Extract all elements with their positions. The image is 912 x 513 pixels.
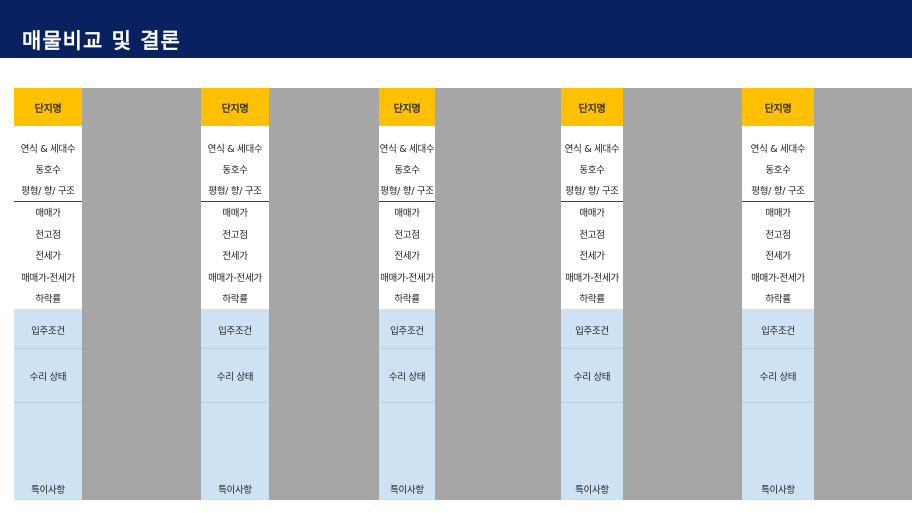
sale-minus-jeonse-label: 매매가-전세가 bbox=[379, 266, 435, 288]
jeonse-price-label: 전세가 bbox=[14, 244, 82, 266]
sale-price-label: 매매가 bbox=[561, 201, 623, 223]
area-direction-structure-label: 평형/ 향/ 구조 bbox=[379, 180, 435, 202]
label-column: 단지명 연식 & 세대수 동호수 평형/ 향/ 구조 매매가 전고점 전세가 매… bbox=[561, 88, 623, 500]
sale-price-label: 매매가 bbox=[379, 201, 435, 223]
spacer bbox=[742, 126, 814, 137]
year-units-label: 연식 & 세대수 bbox=[742, 137, 814, 159]
special-notes-label: 특이사항 bbox=[201, 403, 269, 500]
move-in-conditions-label: 입주조건 bbox=[14, 311, 82, 349]
previous-high-label: 전고점 bbox=[14, 223, 82, 245]
building-unit-label: 동호수 bbox=[201, 158, 269, 180]
spacer bbox=[742, 309, 814, 311]
label-column: 단지명 연식 & 세대수 동호수 평형/ 향/ 구조 매매가 전고점 전세가 매… bbox=[379, 88, 435, 500]
sale-minus-jeonse-label: 매매가-전세가 bbox=[561, 266, 623, 288]
area-direction-structure-label: 평형/ 향/ 구조 bbox=[561, 180, 623, 202]
value-column[interactable] bbox=[269, 88, 379, 500]
year-units-label: 연식 & 세대수 bbox=[379, 137, 435, 159]
label-column: 단지명 연식 & 세대수 동호수 평형/ 향/ 구조 매매가 전고점 전세가 매… bbox=[742, 88, 814, 500]
slide-header: 매물비교 및 결론 bbox=[0, 0, 912, 58]
value-column[interactable] bbox=[435, 88, 561, 500]
spacer bbox=[14, 309, 82, 311]
spacer bbox=[201, 309, 269, 311]
move-in-conditions-label: 입주조건 bbox=[742, 311, 814, 349]
previous-high-label: 전고점 bbox=[561, 223, 623, 245]
jeonse-price-label: 전세가 bbox=[742, 244, 814, 266]
complex-name-label: 단지명 bbox=[561, 88, 623, 126]
spacer bbox=[379, 309, 435, 311]
complex-name-label: 단지명 bbox=[14, 88, 82, 126]
decline-rate-label: 하락률 bbox=[14, 287, 82, 309]
special-notes-label: 특이사항 bbox=[379, 403, 435, 500]
decline-rate-label: 하락률 bbox=[742, 287, 814, 309]
decline-rate-label: 하락률 bbox=[379, 287, 435, 309]
sale-minus-jeonse-label: 매매가-전세가 bbox=[14, 266, 82, 288]
spacer bbox=[201, 126, 269, 137]
decline-rate-label: 하락률 bbox=[561, 287, 623, 309]
spacer bbox=[14, 126, 82, 137]
decline-rate-label: 하락률 bbox=[201, 287, 269, 309]
year-units-label: 연식 & 세대수 bbox=[201, 137, 269, 159]
sale-minus-jeonse-label: 매매가-전세가 bbox=[201, 266, 269, 288]
move-in-conditions-label: 입주조건 bbox=[561, 311, 623, 349]
spacer bbox=[561, 309, 623, 311]
previous-high-label: 전고점 bbox=[201, 223, 269, 245]
value-column[interactable] bbox=[814, 88, 912, 500]
year-units-label: 연식 & 세대수 bbox=[14, 137, 82, 159]
area-direction-structure-label: 평형/ 향/ 구조 bbox=[14, 180, 82, 202]
previous-high-label: 전고점 bbox=[379, 223, 435, 245]
special-notes-label: 특이사항 bbox=[561, 403, 623, 500]
year-units-label: 연식 & 세대수 bbox=[561, 137, 623, 159]
value-column[interactable] bbox=[82, 88, 201, 500]
move-in-conditions-label: 입주조건 bbox=[379, 311, 435, 349]
repair-status-label: 수리 상태 bbox=[742, 349, 814, 403]
value-column[interactable] bbox=[623, 88, 742, 500]
sale-price-label: 매매가 bbox=[201, 201, 269, 223]
repair-status-label: 수리 상태 bbox=[561, 349, 623, 403]
label-column: 단지명 연식 & 세대수 동호수 평형/ 향/ 구조 매매가 전고점 전세가 매… bbox=[201, 88, 269, 500]
building-unit-label: 동호수 bbox=[14, 158, 82, 180]
special-notes-label: 특이사항 bbox=[14, 403, 82, 500]
previous-high-label: 전고점 bbox=[742, 223, 814, 245]
complex-name-label: 단지명 bbox=[742, 88, 814, 126]
area-direction-structure-label: 평형/ 향/ 구조 bbox=[742, 180, 814, 202]
spacer bbox=[379, 126, 435, 137]
building-unit-label: 동호수 bbox=[379, 158, 435, 180]
repair-status-label: 수리 상태 bbox=[14, 349, 82, 403]
jeonse-price-label: 전세가 bbox=[379, 244, 435, 266]
complex-name-label: 단지명 bbox=[379, 88, 435, 126]
complex-name-label: 단지명 bbox=[201, 88, 269, 126]
comparison-sheet: 단지명 연식 & 세대수 동호수 평형/ 향/ 구조 매매가 전고점 전세가 매… bbox=[14, 88, 912, 500]
repair-status-label: 수리 상태 bbox=[201, 349, 269, 403]
label-column: 단지명 연식 & 세대수 동호수 평형/ 향/ 구조 매매가 전고점 전세가 매… bbox=[14, 88, 82, 500]
area-direction-structure-label: 평형/ 향/ 구조 bbox=[201, 180, 269, 202]
building-unit-label: 동호수 bbox=[561, 158, 623, 180]
jeonse-price-label: 전세가 bbox=[201, 244, 269, 266]
spacer bbox=[561, 126, 623, 137]
repair-status-label: 수리 상태 bbox=[379, 349, 435, 403]
building-unit-label: 동호수 bbox=[742, 158, 814, 180]
page-title: 매물비교 및 결론 bbox=[22, 29, 181, 53]
move-in-conditions-label: 입주조건 bbox=[201, 311, 269, 349]
sale-minus-jeonse-label: 매매가-전세가 bbox=[742, 266, 814, 288]
special-notes-label: 특이사항 bbox=[742, 403, 814, 500]
sale-price-label: 매매가 bbox=[742, 201, 814, 223]
jeonse-price-label: 전세가 bbox=[561, 244, 623, 266]
sale-price-label: 매매가 bbox=[14, 201, 82, 223]
